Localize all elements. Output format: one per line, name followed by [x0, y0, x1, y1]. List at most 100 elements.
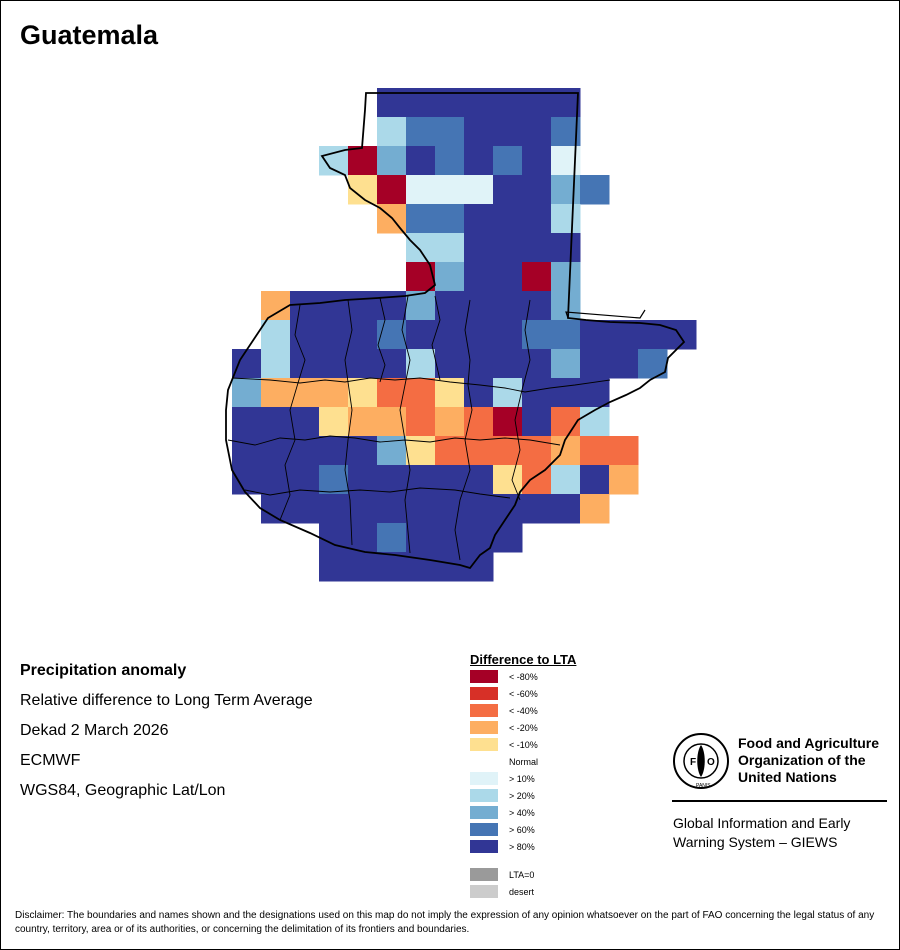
grid-cell	[464, 175, 494, 205]
grid-cell	[435, 494, 465, 524]
grid-cell	[464, 436, 494, 466]
grid-cell	[435, 146, 465, 176]
grid-cell	[493, 378, 523, 408]
legend-label: > 80%	[509, 842, 535, 852]
map-info: Precipitation anomaly Relative differenc…	[20, 656, 313, 806]
grid-cell	[522, 291, 552, 321]
giews-name: Global Information and Early Warning Sys…	[673, 814, 850, 852]
grid-cell	[348, 291, 378, 321]
info-source: ECMWF	[20, 752, 81, 769]
legend-label: desert	[509, 887, 535, 897]
grid-cell	[464, 117, 494, 147]
grid-cell	[406, 117, 436, 147]
grid-cell	[377, 552, 407, 582]
grid-cell	[406, 349, 436, 379]
giews-line1: Global Information and Early	[673, 815, 851, 831]
legend-label: < -10%	[509, 740, 538, 750]
legend-swatch	[470, 772, 498, 785]
grid-cell	[377, 349, 407, 379]
grid-cell	[435, 349, 465, 379]
grid-cell	[377, 175, 407, 205]
grid-cell	[290, 349, 320, 379]
svg-text:F: F	[690, 757, 696, 768]
grid-cell	[348, 523, 378, 553]
grid-cell	[493, 117, 523, 147]
legend-label: > 20%	[509, 791, 535, 801]
legend-label: < -40%	[509, 706, 538, 716]
grid-cell	[551, 465, 581, 495]
guatemala-outline	[225, 92, 686, 570]
map-title: Guatemala	[20, 20, 159, 50]
grid-cell	[493, 523, 523, 553]
grid-cell	[377, 146, 407, 176]
grid-cell	[319, 436, 349, 466]
grid-cell	[261, 349, 291, 379]
grid-cell	[232, 378, 262, 408]
legend-swatch	[470, 687, 498, 700]
grid-cell	[435, 204, 465, 234]
grid-cell	[232, 407, 262, 437]
grid-cell	[464, 204, 494, 234]
grid-cell	[406, 465, 436, 495]
fao-name-line3: United Nations	[738, 769, 837, 785]
grid-cell	[551, 233, 581, 263]
grid-cell	[406, 233, 436, 263]
grid-cell	[348, 320, 378, 350]
grid-cell	[522, 494, 552, 524]
fao-name: Food and Agriculture Organization of the…	[738, 735, 879, 786]
grid-cell	[464, 523, 494, 553]
grid-cell	[348, 349, 378, 379]
grid-cell	[319, 407, 349, 437]
anomaly-grid	[232, 88, 697, 582]
grid-cell	[580, 436, 610, 466]
grid-cell	[464, 494, 494, 524]
info-subtitle: Relative difference to Long Term Average	[20, 692, 313, 709]
belize-border	[565, 309, 646, 319]
legend-label: > 60%	[509, 825, 535, 835]
grid-cell	[377, 494, 407, 524]
grid-cell	[580, 407, 610, 437]
grid-cell	[522, 378, 552, 408]
grid-cell	[290, 320, 320, 350]
legend-swatch	[470, 670, 498, 683]
grid-cell	[522, 436, 552, 466]
grid-cell	[522, 465, 552, 495]
grid-cell	[493, 349, 523, 379]
grid-cell	[551, 494, 581, 524]
grid-cell	[551, 436, 581, 466]
grid-cell	[435, 175, 465, 205]
legend-title: Difference to LTA	[470, 652, 577, 667]
grid-cell	[580, 494, 610, 524]
grid-cell	[377, 465, 407, 495]
grid-cell	[435, 262, 465, 292]
internal-border-5	[399, 295, 411, 554]
grid-cell	[551, 407, 581, 437]
grid-cell	[435, 233, 465, 263]
legend-label: LTA=0	[509, 870, 535, 880]
grid-cell	[435, 523, 465, 553]
grid-cell	[290, 465, 320, 495]
grid-cell	[551, 349, 581, 379]
grid-cell	[319, 523, 349, 553]
disclaimer: Disclaimer: The boundaries and names sho…	[15, 910, 875, 935]
legend-swatch	[470, 840, 498, 853]
grid-cell	[464, 262, 494, 292]
grid-cell	[435, 378, 465, 408]
grid-cell	[348, 407, 378, 437]
grid-cell	[406, 378, 436, 408]
internal-border-1	[231, 377, 611, 393]
grid-cell	[493, 204, 523, 234]
legend-swatch	[470, 755, 498, 768]
grid-cell	[319, 494, 349, 524]
grid-cell	[522, 262, 552, 292]
grid-cell	[464, 291, 494, 321]
internal-border-3	[244, 487, 511, 499]
grid-cell	[406, 494, 436, 524]
grid-cell	[493, 262, 523, 292]
grid-cell	[522, 117, 552, 147]
grid-cell	[261, 407, 291, 437]
grid-cell	[319, 378, 349, 408]
grid-cell	[493, 146, 523, 176]
grid-cell	[493, 175, 523, 205]
grid-cell	[435, 320, 465, 350]
